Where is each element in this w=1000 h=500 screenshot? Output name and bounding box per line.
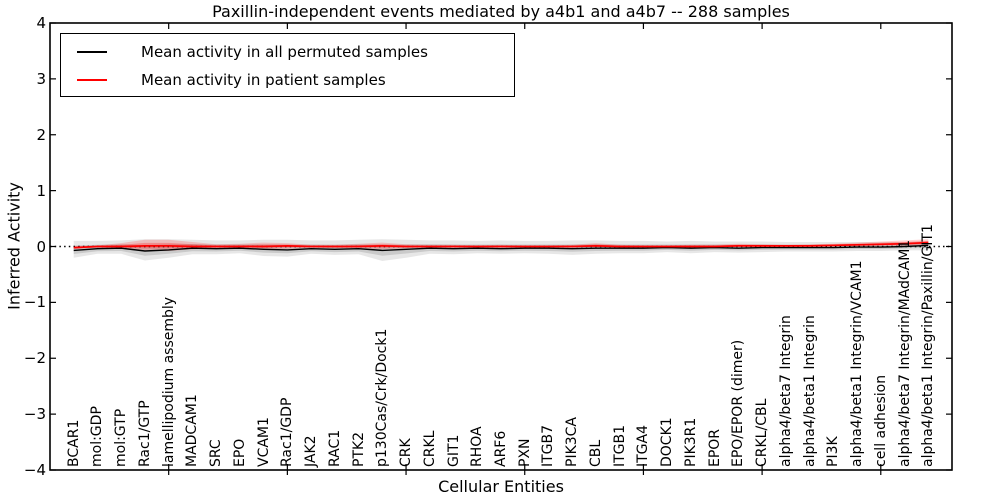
x-tick-label: ARF6 (493, 430, 509, 467)
x-tick-label: PIK3CA (564, 416, 581, 467)
x-tick-label: VCAM1 (255, 417, 272, 467)
x-tick-label: JAK2 (303, 435, 320, 467)
x-tick-label: lamellipodium assembly (160, 296, 177, 467)
patient-line-icon (77, 79, 107, 81)
x-tick-label: Rac1/GTP (136, 400, 153, 467)
x-tick-label: DOCK1 (659, 417, 676, 467)
x-tick-label: CRKL (421, 430, 438, 467)
permuted-mean-line (73, 244, 929, 252)
x-tick-label: PIK3R1 (682, 417, 699, 467)
x-tick-label: mol:GTP (113, 408, 130, 467)
x-tick-label: alpha4/beta1 Integrin/VCAM1 (849, 260, 866, 468)
x-tick-label: CBL (587, 439, 604, 467)
x-tick-label: alpha4/beta7 Integrin (777, 315, 794, 467)
x-tick-label: PXN (516, 438, 533, 467)
x-tick-label: Rac1/GDP (279, 397, 296, 467)
x-tick-label: RHOA (469, 426, 486, 467)
x-tick-label: RAC1 (326, 429, 343, 467)
legend-entry-permuted: Mean activity in all permuted samples (61, 41, 428, 63)
band-0-outer (73, 239, 929, 261)
patient-mean-line (73, 241, 929, 249)
x-tick-label: ITGB7 (540, 424, 557, 467)
x-tick-label: MADCAM1 (184, 394, 201, 467)
y-tick-label: −3 (23, 405, 46, 424)
x-tick-label: mol:GDP (89, 406, 106, 467)
x-tick-label: alpha4/beta1 Integrin (801, 315, 818, 467)
y-tick-label: −4 (23, 461, 46, 479)
x-tick-label: PI3K (825, 436, 842, 467)
x-tick-label: GIT1 (445, 434, 462, 467)
y-tick-label: 1 (36, 181, 46, 200)
legend: Mean activity in all permuted samples Me… (60, 33, 515, 97)
y-tick-label: 4 (36, 14, 46, 32)
x-tick-label: alpha4/beta7 Integrin/MAdCAM1 (896, 239, 913, 467)
y-tick-label: 0 (36, 237, 46, 256)
x-tick-label: alpha4/beta1 Integrin/Paxillin/GIT1 (920, 224, 937, 467)
chart-title: Paxillin-independent events mediated by … (212, 2, 790, 21)
legend-entry-patient: Mean activity in patient samples (61, 69, 386, 91)
x-tick-label: p130Cas/Crk/Dock1 (374, 328, 391, 467)
x-tick-label: SRC (208, 439, 225, 467)
y-tick-label: −1 (23, 293, 46, 312)
y-tick-label: 3 (36, 69, 46, 88)
x-tick-label: EPOR (706, 428, 723, 467)
x-tick-label: ITGB1 (611, 424, 628, 467)
legend-label: Mean activity in all permuted samples (141, 43, 428, 61)
x-tick-label: CRKL/CBL (754, 398, 771, 467)
legend-label: Mean activity in patient samples (141, 71, 386, 89)
y-tick-label: 2 (36, 125, 46, 144)
x-tick-label: CRK (398, 438, 415, 467)
x-tick-label: ITGA4 (635, 424, 652, 467)
x-axis-title: Cellular Entities (438, 477, 564, 496)
x-tick-label: cell adhesion (872, 374, 889, 467)
permuted-line-icon (77, 51, 107, 53)
x-tick-label: EPO (231, 438, 248, 467)
x-tick-label: EPO/EPOR (dimer) (730, 339, 747, 467)
y-tick-label: −2 (23, 349, 46, 368)
x-tick-label: BCAR1 (65, 419, 82, 467)
band-1-outer (73, 239, 929, 251)
x-tick-label: PTK2 (350, 431, 367, 467)
